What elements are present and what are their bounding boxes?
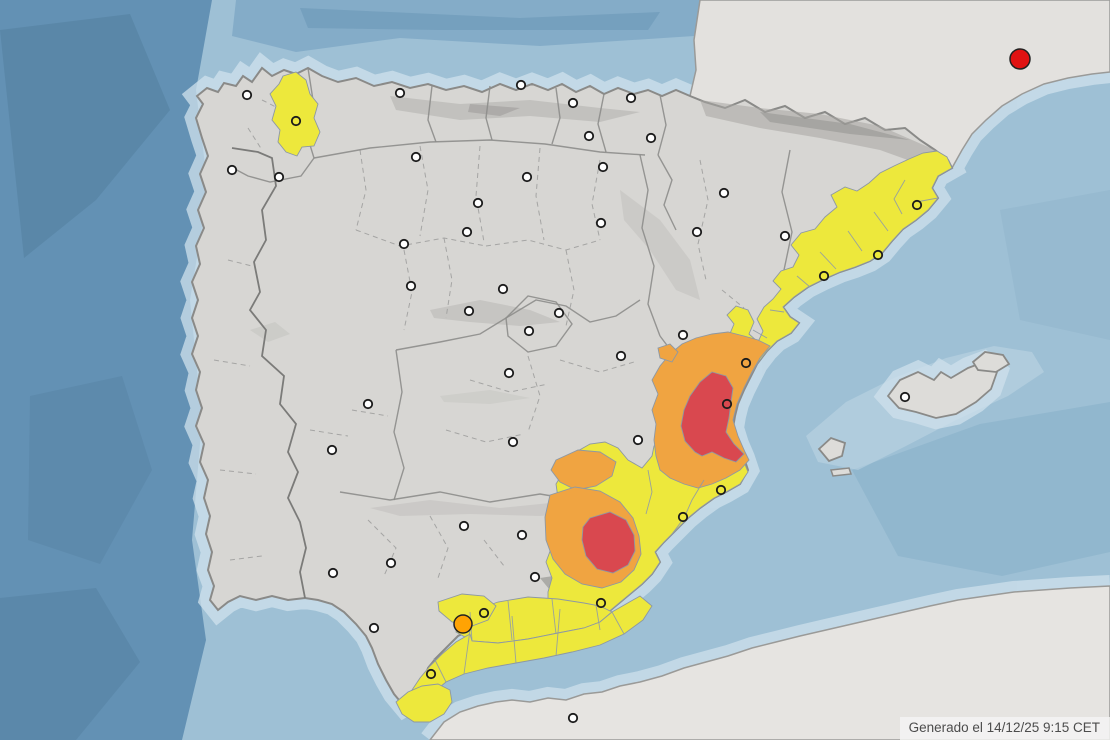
island-formentera	[829, 467, 853, 477]
city-marker[interactable]	[461, 226, 473, 238]
city-marker[interactable]	[458, 520, 470, 532]
city-marker[interactable]	[553, 307, 565, 319]
city-marker[interactable]	[740, 357, 752, 369]
land-africa	[429, 585, 1110, 740]
island-menorca	[971, 351, 1011, 373]
event-markers	[453, 48, 1031, 634]
city-marker[interactable]	[398, 238, 410, 250]
city-marker[interactable]	[779, 230, 791, 242]
zone-catalonia-coast-yellow-warning[interactable]	[726, 150, 953, 377]
zone-murcia-nw-red-warning[interactable]	[581, 511, 636, 574]
city-marker[interactable]	[715, 484, 727, 496]
city-marker[interactable]	[677, 511, 689, 523]
city-marker[interactable]	[595, 597, 607, 609]
city-marker[interactable]	[478, 607, 490, 619]
city-marker[interactable]	[718, 187, 730, 199]
city-marker[interactable]	[625, 92, 637, 104]
city-marker[interactable]	[691, 226, 703, 238]
city-marker[interactable]	[529, 571, 541, 583]
generated-timestamp: Generado el 14/12/25 9:15 CET	[899, 717, 1110, 740]
relief-layer	[250, 96, 948, 598]
zone-ademuz-orange-warning[interactable]	[657, 343, 679, 363]
city-marker[interactable]	[326, 444, 338, 456]
sea-med-deep	[852, 402, 1110, 576]
city-marker[interactable]	[273, 171, 285, 183]
city-marker[interactable]	[899, 391, 911, 403]
city-marker[interactable]	[521, 171, 533, 183]
city-marker[interactable]	[721, 398, 733, 410]
city-marker[interactable]	[472, 197, 484, 209]
city-marker[interactable]	[516, 529, 528, 541]
sea-deep-blob	[28, 376, 152, 564]
city-marker[interactable]	[632, 434, 644, 446]
city-marker[interactable]	[523, 325, 535, 337]
zone-lugo-yellow-warning[interactable]	[269, 71, 321, 157]
city-marker[interactable]	[645, 132, 657, 144]
city-marker[interactable]	[463, 305, 475, 317]
island-ibiza	[817, 436, 847, 463]
city-marker[interactable]	[597, 161, 609, 173]
sea-med-deep	[1000, 190, 1110, 340]
city-marker[interactable]	[385, 557, 397, 569]
city-marker[interactable]	[515, 79, 527, 91]
sea-biscay-deep	[300, 8, 660, 30]
city-marker[interactable]	[567, 97, 579, 109]
city-marker[interactable]	[394, 87, 406, 99]
city-marker[interactable]	[911, 199, 923, 211]
city-marker[interactable]	[872, 249, 884, 261]
city-marker[interactable]	[615, 350, 627, 362]
city-marker[interactable]	[595, 217, 607, 229]
city-markers	[226, 79, 923, 724]
city-marker[interactable]	[818, 270, 830, 282]
event-dot-red[interactable]	[1009, 48, 1031, 70]
city-marker[interactable]	[362, 398, 374, 410]
province-borders	[213, 99, 745, 579]
zone-albacete-nw-orange-warning[interactable]	[550, 449, 617, 491]
city-marker[interactable]	[503, 367, 515, 379]
city-marker[interactable]	[425, 668, 437, 680]
city-marker[interactable]	[497, 283, 509, 295]
city-marker[interactable]	[405, 280, 417, 292]
city-marker[interactable]	[226, 164, 238, 176]
warning-zones	[269, 71, 953, 723]
zone-malaga-inland-yellow-warning[interactable]	[437, 593, 497, 627]
sea-deep-blob	[0, 588, 140, 740]
city-marker[interactable]	[327, 567, 339, 579]
sea-deep-blob	[0, 14, 170, 258]
city-marker[interactable]	[368, 622, 380, 634]
event-dot-orange[interactable]	[453, 614, 473, 634]
zone-tarifa-fan-yellow-warning[interactable]	[395, 683, 453, 723]
city-marker[interactable]	[507, 436, 519, 448]
zone-dividers	[433, 179, 939, 683]
city-marker[interactable]	[290, 115, 302, 127]
city-marker[interactable]	[583, 130, 595, 142]
portugal-border	[231, 147, 307, 599]
city-marker[interactable]	[677, 329, 689, 341]
city-marker[interactable]	[567, 712, 579, 724]
city-marker[interactable]	[241, 89, 253, 101]
city-marker[interactable]	[410, 151, 422, 163]
